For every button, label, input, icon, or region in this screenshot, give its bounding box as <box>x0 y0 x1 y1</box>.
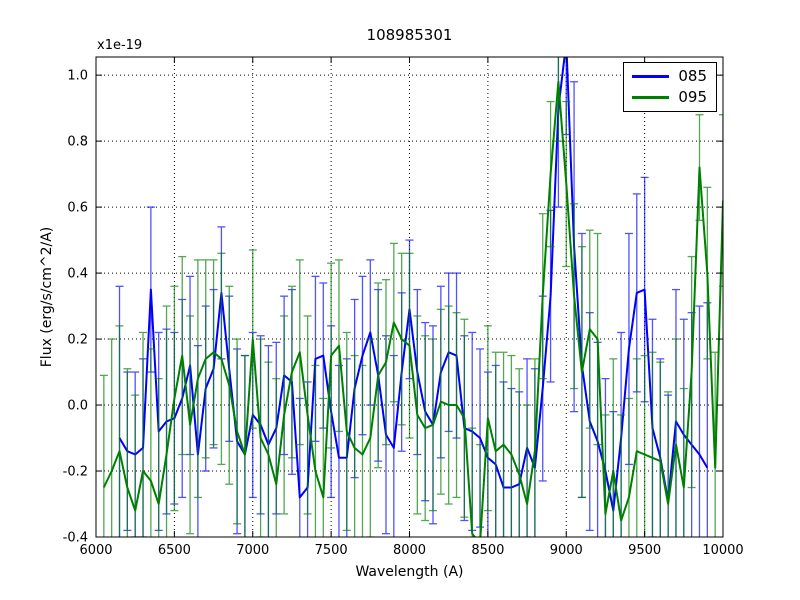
legend-line-095-icon <box>632 95 670 99</box>
legend: 085 095 <box>623 62 717 112</box>
x-tick-label: 8500 <box>471 543 504 558</box>
legend-entry-095: 095 <box>632 88 707 106</box>
y-tick-label: -0.4 <box>63 531 88 546</box>
x-tick-label: 9500 <box>628 543 661 558</box>
error-bars-085 <box>115 57 712 537</box>
spectrum-095 <box>102 80 723 537</box>
x-tick-label: 6000 <box>79 543 112 558</box>
y-tick-label: 0.6 <box>67 201 88 216</box>
legend-label-095: 095 <box>678 88 707 106</box>
x-tick-label: 7500 <box>315 543 348 558</box>
y-tick-label: -0.2 <box>63 465 88 480</box>
y-tick-label: 0.2 <box>67 333 88 348</box>
x-tick-label: 8000 <box>393 543 426 558</box>
x-tick-label: 7000 <box>236 543 269 558</box>
legend-line-085-icon <box>632 74 670 78</box>
x-tick-label: 10000 <box>702 543 743 558</box>
legend-entry-085: 085 <box>632 67 707 85</box>
spectrum-085 <box>118 57 709 512</box>
legend-label-085: 085 <box>678 67 707 85</box>
y-axis-offset-label: x1e-19 <box>97 38 143 53</box>
y-tick-label: 0.8 <box>67 135 88 150</box>
plot-title: 108985301 <box>366 26 453 44</box>
x-tick-label: 9000 <box>550 543 583 558</box>
y-tick-label: 0.4 <box>67 267 88 282</box>
y-tick-label: 1.0 <box>67 69 88 84</box>
y-axis-label: Flux (erg/s/cm^2/A) <box>39 226 55 368</box>
series-line-085 <box>118 57 709 512</box>
y-tick-label: 0.0 <box>67 399 88 414</box>
series-line-095 <box>102 80 723 537</box>
x-tick-label: 6500 <box>158 543 191 558</box>
x-axis-label: Wavelength (A) <box>355 564 464 580</box>
